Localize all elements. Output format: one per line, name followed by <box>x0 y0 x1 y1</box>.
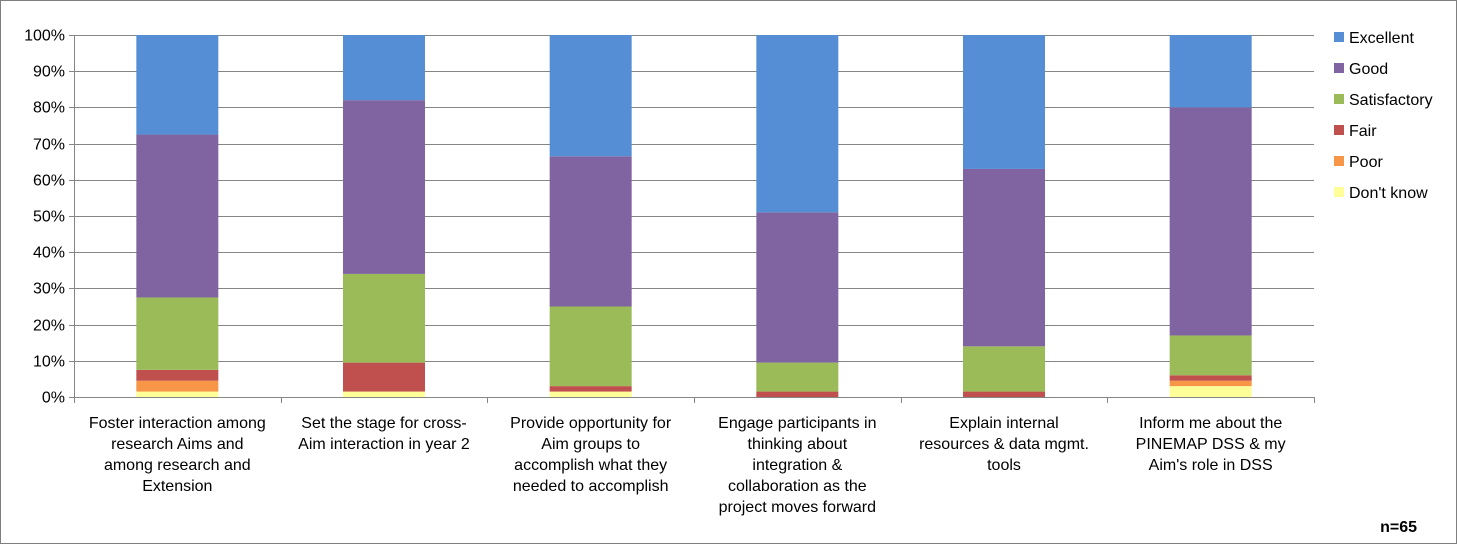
bar-segment <box>343 35 425 101</box>
bar-segment <box>756 212 839 363</box>
x-tick-label: Foster interaction among research Aims an… <box>89 415 266 495</box>
bar-segment <box>1169 107 1252 336</box>
y-tick-label: 40% <box>33 245 65 262</box>
y-tick-label: 0% <box>42 390 65 407</box>
legend-swatch <box>1334 125 1344 135</box>
x-tick-label: Inform me about the PINEMAP DSS & my Aim's… <box>1136 415 1286 474</box>
bar-segment <box>549 35 632 157</box>
sample-size-annotation: n=65 <box>1380 519 1417 536</box>
legend-swatch <box>1334 63 1344 73</box>
gridlines <box>74 35 1314 398</box>
y-tick-label: 50% <box>33 209 65 226</box>
y-axis: 0% 10% 20% 30% 40% 50% 60% 70% 80% 90% 100% <box>24 28 75 407</box>
legend-swatch <box>1334 32 1344 42</box>
bar-segment <box>1169 386 1252 397</box>
x-tick-label: Set the stage for cross-Aim interaction … <box>298 415 470 453</box>
legend-entry: Don't know <box>1349 185 1428 202</box>
bar-segment <box>549 391 632 397</box>
bar-segment <box>1169 335 1252 376</box>
legend-entry: Fair <box>1349 123 1377 140</box>
y-tick-label: 90% <box>33 64 65 81</box>
bar-segment <box>756 362 839 392</box>
bars <box>136 35 1252 397</box>
bar-segment <box>136 35 219 135</box>
bar-segment <box>1169 35 1252 108</box>
bar-segment <box>343 273 425 363</box>
legend-entry: Poor <box>1349 154 1383 171</box>
bar-segment <box>136 391 219 397</box>
bar-segment <box>963 168 1045 347</box>
legend-swatch <box>1334 94 1344 104</box>
y-tick-label: 100% <box>24 28 65 45</box>
y-tick-label: 80% <box>33 100 65 117</box>
legend-entry: Satisfactory <box>1349 92 1433 109</box>
legend-swatch <box>1334 156 1344 166</box>
y-tick-label: 70% <box>33 137 65 154</box>
bar-segment <box>343 362 425 392</box>
bar-segment <box>756 35 839 213</box>
bar-segment <box>963 391 1045 397</box>
bar-segment <box>1169 380 1252 387</box>
x-tick-label: Engage participants in thinking about inte… <box>718 415 876 516</box>
bar-segment <box>1169 375 1252 381</box>
bar-segment <box>136 369 219 381</box>
legend-swatch <box>1334 187 1344 197</box>
bar-segment <box>549 386 632 392</box>
bar-segment <box>343 100 425 274</box>
legend: Excellent Good Satisfactory Fair Poor Don't k… <box>1334 30 1433 202</box>
bar-segment <box>963 35 1045 169</box>
legend-entry: Good <box>1349 61 1388 78</box>
y-tick-label: 30% <box>33 281 65 298</box>
bar-segment <box>963 346 1045 392</box>
x-tick-label: Provide opportunity for Aim groups to acco… <box>510 415 672 495</box>
bar-segment <box>136 134 219 298</box>
bar-segment <box>549 156 632 307</box>
y-tick-label: 20% <box>33 318 65 335</box>
x-tick-label: Explain internal resources & data mgmt. to… <box>919 415 1089 474</box>
y-tick-label: 60% <box>33 173 65 190</box>
bar-segment <box>136 297 219 370</box>
bar-segment <box>549 306 632 387</box>
bar-segment <box>343 391 425 397</box>
bar-segment <box>136 380 219 392</box>
legend-entry: Excellent <box>1349 30 1414 47</box>
x-axis: Foster interaction among research Aims an… <box>74 397 1315 516</box>
bar-segment <box>756 391 839 397</box>
y-tick-label: 10% <box>33 354 65 371</box>
